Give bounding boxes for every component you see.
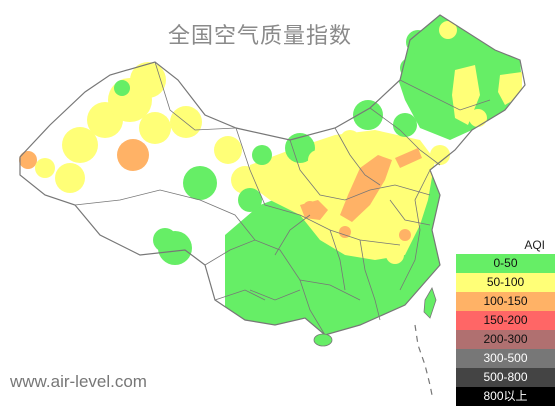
legend-item: 0-50	[456, 254, 555, 273]
station-circle	[153, 228, 177, 252]
station-circle	[19, 151, 37, 169]
station-circle	[399, 229, 411, 241]
station-circle	[393, 113, 417, 137]
station-circle	[353, 100, 383, 130]
hainan-island	[313, 333, 333, 347]
station-circle	[62, 127, 98, 163]
aqi-region-unhealthy-streak	[395, 148, 422, 168]
station-circle	[238, 188, 262, 212]
legend-swatch	[456, 349, 555, 368]
legend-label: 150-200	[483, 313, 528, 327]
station-circle	[339, 226, 351, 238]
station-circle	[35, 158, 55, 178]
station-circle	[117, 139, 149, 171]
legend-swatch	[456, 273, 555, 292]
station-circle	[469, 109, 487, 127]
legend-label: 500-800	[483, 370, 528, 384]
station-circle	[303, 201, 317, 215]
legend-label: 200-300	[483, 332, 528, 346]
legend-label: 300-500	[483, 351, 528, 365]
china-border	[19, 14, 526, 336]
site-watermark: www.air-level.com	[10, 372, 147, 391]
aqi-legend: AQI 0-50 50-100 100-150 150-200 200-300 300-5…	[456, 236, 555, 406]
legend-item: 800以上	[456, 387, 555, 406]
legend-label: 0-50	[493, 256, 518, 270]
legend-item: 300-500	[456, 349, 555, 368]
station-circle	[231, 166, 259, 194]
legend-label: 800以上	[483, 389, 528, 403]
station-circle	[386, 246, 404, 264]
map-title: 全国空气质量指数	[167, 24, 352, 49]
legend-label: 100-150	[483, 294, 528, 308]
legend-item: 200-300	[456, 330, 555, 349]
legend-item: 100-150	[456, 292, 555, 311]
legend-item: 500-800	[456, 368, 555, 387]
aqi-region-moderate-northeast	[452, 65, 480, 125]
legend-title: AQI	[524, 238, 545, 252]
taiwan-island	[423, 287, 437, 319]
legend-swatch	[456, 311, 555, 330]
legend-item: 150-200	[456, 311, 555, 330]
station-circle	[439, 21, 457, 39]
legend-swatch	[456, 368, 555, 387]
province-borders	[74, 61, 491, 336]
station-circle	[183, 166, 217, 200]
station-circle	[55, 163, 85, 193]
station-circle	[430, 145, 450, 165]
nine-dash-line	[414, 324, 433, 396]
station-circle	[400, 58, 420, 78]
station-circle	[130, 62, 166, 98]
legend-label: 50-100	[486, 275, 525, 289]
station-circle	[308, 150, 328, 170]
station-circle	[214, 136, 242, 164]
station-circle	[114, 80, 130, 96]
station-circle	[285, 133, 315, 163]
station-circle	[170, 106, 202, 138]
station-circle	[406, 30, 430, 54]
legend-swatch	[456, 330, 555, 349]
station-circle	[340, 130, 360, 150]
station-circle	[139, 112, 171, 144]
legend-swatch	[456, 254, 555, 273]
station-circle	[252, 145, 272, 165]
aqi-station-circles	[19, 21, 487, 265]
legend-item: 50-100	[456, 273, 555, 292]
aqi-region-unhealthy-band	[340, 155, 392, 222]
legend-swatch	[456, 292, 555, 311]
